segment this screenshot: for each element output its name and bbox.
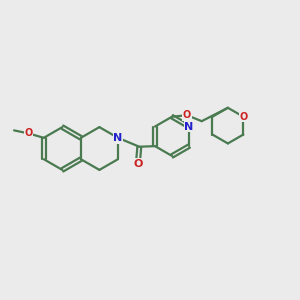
Text: O: O: [183, 110, 191, 120]
Text: O: O: [239, 112, 248, 122]
Text: N: N: [184, 122, 194, 131]
Text: O: O: [133, 159, 142, 169]
Text: N: N: [113, 133, 122, 143]
Text: O: O: [24, 128, 32, 138]
